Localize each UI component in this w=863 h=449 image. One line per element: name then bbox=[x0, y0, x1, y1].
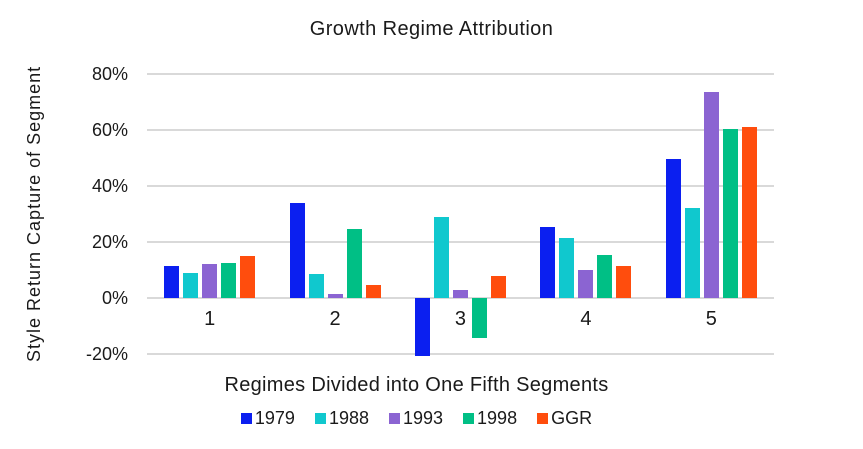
gridline--20% bbox=[147, 353, 774, 355]
x-category-label-2: 2 bbox=[329, 308, 341, 330]
bar-1993-segment-4 bbox=[578, 270, 594, 298]
legend-label-1988: 1988 bbox=[328, 408, 369, 428]
bar-1988-segment-3 bbox=[434, 216, 449, 298]
y-tick-label: -20% bbox=[85, 344, 128, 364]
y-tick-label: 20% bbox=[91, 232, 128, 252]
legend-label-1998: 1998 bbox=[477, 408, 518, 428]
legend-item-1988: 1988 bbox=[314, 408, 369, 429]
bar-1998-segment-3 bbox=[472, 298, 487, 339]
legend-item-1979: 1979 bbox=[240, 408, 295, 429]
y-tick-label: 60% bbox=[91, 120, 128, 140]
bar-1979-segment-4 bbox=[540, 226, 556, 298]
legend-swatch-GGR bbox=[537, 413, 549, 424]
bar-1998-segment-4 bbox=[597, 254, 613, 298]
y-axis-title: Style Return Capture of Segment bbox=[24, 65, 44, 363]
bar-1979-segment-3 bbox=[415, 298, 430, 357]
bar-1998-segment-1 bbox=[221, 263, 237, 298]
bar-1998-segment-2 bbox=[346, 229, 362, 298]
y-tick-label: 0% bbox=[101, 288, 128, 308]
bar-1988-segment-5 bbox=[684, 208, 700, 298]
legend-label-1979: 1979 bbox=[254, 408, 295, 428]
bar-1979-segment-1 bbox=[164, 265, 180, 298]
gridline-20% bbox=[147, 241, 774, 243]
bar-1998-segment-5 bbox=[722, 128, 738, 298]
x-axis-title: Regimes Divided into One Fifth Segments bbox=[224, 374, 609, 396]
bar-1988-segment-4 bbox=[559, 237, 575, 298]
gridline-0% bbox=[147, 297, 774, 299]
gridline-40% bbox=[147, 185, 774, 187]
bar-1988-segment-2 bbox=[308, 274, 324, 298]
legend-item-1998: 1998 bbox=[463, 408, 517, 429]
bar-1993-segment-5 bbox=[703, 92, 719, 298]
bar-1979-segment-2 bbox=[289, 202, 305, 298]
y-tick-label: 40% bbox=[91, 176, 128, 196]
gridline-60% bbox=[147, 129, 774, 131]
bar-1993-segment-2 bbox=[327, 293, 343, 298]
legend-swatch-1993 bbox=[388, 413, 400, 424]
bar-1979-segment-5 bbox=[665, 159, 681, 298]
legend-swatch-1988 bbox=[314, 413, 326, 424]
chart-title: Growth Regime Attribution bbox=[309, 18, 554, 40]
legend-label-GGR: GGR bbox=[551, 408, 593, 428]
legend: 1979 1988 1993 1998 GGR bbox=[0, 408, 833, 429]
bar-1993-segment-1 bbox=[202, 264, 218, 298]
bar-GGR-segment-3 bbox=[491, 275, 506, 298]
bar-1993-segment-3 bbox=[453, 289, 468, 298]
x-category-label-4: 4 bbox=[580, 308, 592, 330]
plot-area bbox=[147, 73, 774, 357]
legend-label-1993: 1993 bbox=[402, 408, 444, 428]
x-category-label-5: 5 bbox=[705, 308, 717, 330]
legend-swatch-1998 bbox=[463, 413, 475, 424]
x-category-label-1: 1 bbox=[204, 308, 216, 330]
bar-GGR-segment-5 bbox=[741, 127, 757, 298]
gridline-80% bbox=[147, 73, 774, 75]
bar-1988-segment-1 bbox=[183, 272, 199, 298]
x-category-label-3: 3 bbox=[454, 308, 467, 330]
legend-swatch-1979 bbox=[240, 413, 252, 424]
bar-GGR-segment-1 bbox=[240, 256, 256, 298]
bar-GGR-segment-4 bbox=[616, 265, 632, 298]
bar-GGR-segment-2 bbox=[365, 285, 381, 298]
legend-item-1993: 1993 bbox=[388, 408, 444, 429]
legend-item-GGR: GGR bbox=[537, 408, 592, 429]
y-tick-label: 80% bbox=[91, 64, 128, 84]
